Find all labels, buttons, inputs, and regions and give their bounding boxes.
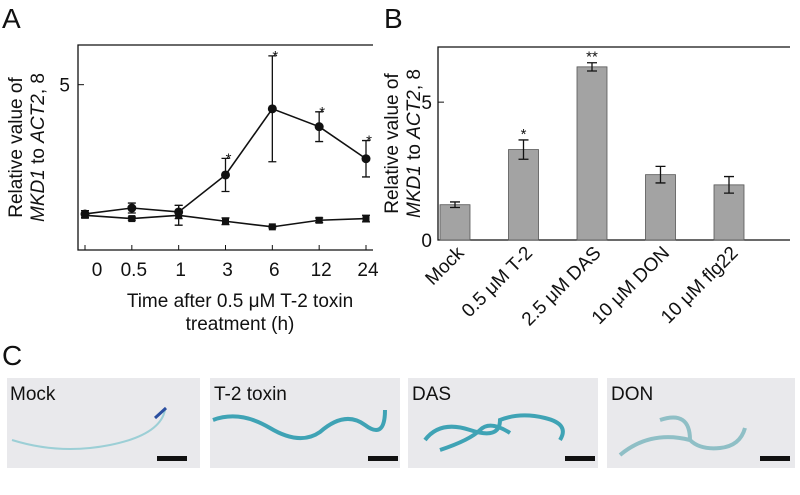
marker — [221, 170, 230, 180]
bar — [439, 204, 471, 241]
marker — [267, 104, 277, 114]
photo — [607, 378, 795, 468]
panel-label: B — [384, 3, 403, 34]
y-label-part: to — [404, 139, 425, 165]
x-tick-label: 12 — [311, 260, 332, 281]
photo-panels — [7, 378, 795, 468]
error-bar — [450, 201, 460, 209]
marker — [361, 154, 371, 164]
y-label-line: MKD1 to ACT2, 8 — [28, 73, 49, 222]
significance: * — [272, 48, 278, 65]
bar — [713, 184, 745, 241]
y-label-part: ACT2 — [28, 94, 49, 144]
photo-label: DAS — [412, 384, 451, 405]
marker — [362, 215, 370, 223]
scale-bar — [157, 456, 187, 461]
y-label-line: Relative value of — [6, 77, 27, 218]
scale-bar — [368, 456, 398, 461]
bar — [508, 149, 539, 241]
y-label-part: , 8 — [404, 69, 425, 90]
photo — [7, 378, 200, 468]
x-tick-label: 0.5 — [121, 260, 147, 281]
root — [212, 409, 387, 440]
error-bar — [724, 175, 734, 194]
y-label-part: to — [28, 143, 49, 169]
x-tick-label: 24 — [357, 260, 379, 281]
y-label-line: Relative value of — [382, 73, 403, 214]
x-tick-label: 3 — [222, 260, 233, 281]
marker — [127, 203, 137, 213]
photo — [210, 378, 400, 468]
y-axis-label: Relative value of MKD1 to ACT2, 8 — [382, 69, 425, 218]
marker — [128, 215, 136, 223]
error-bar — [587, 62, 597, 72]
marker — [315, 216, 323, 224]
marker — [268, 223, 276, 231]
photo-label: DON — [611, 384, 653, 405]
x-axis-label: Time after 0.5 μM T-2 toxin — [127, 291, 353, 312]
root-tip — [153, 406, 168, 420]
y-label-part: MKD1 — [28, 169, 49, 222]
axes — [437, 46, 790, 241]
significance: * — [226, 150, 232, 167]
x-tick-label: 0 — [92, 260, 103, 281]
panel-label: A — [2, 3, 21, 34]
x-tick-label: 6 — [269, 260, 280, 281]
y-label-line: MKD1 to ACT2, 8 — [404, 69, 425, 218]
scale-bar — [565, 456, 595, 461]
photo — [408, 378, 598, 468]
root — [618, 415, 747, 457]
bar — [645, 174, 676, 241]
significance: * — [521, 126, 527, 143]
root — [423, 413, 565, 452]
marker — [81, 211, 89, 219]
bar — [576, 66, 608, 241]
x-tick-label: 1 — [175, 260, 186, 281]
error-bar — [655, 165, 666, 184]
marker — [314, 122, 324, 132]
y-tick-label: 5 — [421, 93, 432, 114]
y-tick-label: 0 — [421, 231, 432, 252]
x-axis-label: treatment (h) — [186, 314, 295, 335]
panel-label: C — [2, 340, 22, 371]
root — [11, 409, 166, 450]
error-bar — [518, 139, 529, 160]
y-label-part: , 8 — [28, 73, 49, 94]
marker — [175, 211, 183, 219]
significance: * — [366, 133, 372, 150]
scale-bar — [760, 456, 790, 461]
photo-label: T-2 toxin — [214, 384, 287, 405]
y-axis-label: Relative value of MKD1 to ACT2, 8 — [6, 73, 49, 222]
y-label-part: MKD1 — [404, 165, 425, 218]
marker — [222, 217, 229, 225]
y-tick-label: 5 — [59, 76, 70, 97]
significance: * — [319, 104, 325, 121]
significance: ** — [586, 49, 598, 66]
photo-label: Mock — [10, 384, 56, 405]
y-label-part: ACT2 — [404, 90, 425, 140]
